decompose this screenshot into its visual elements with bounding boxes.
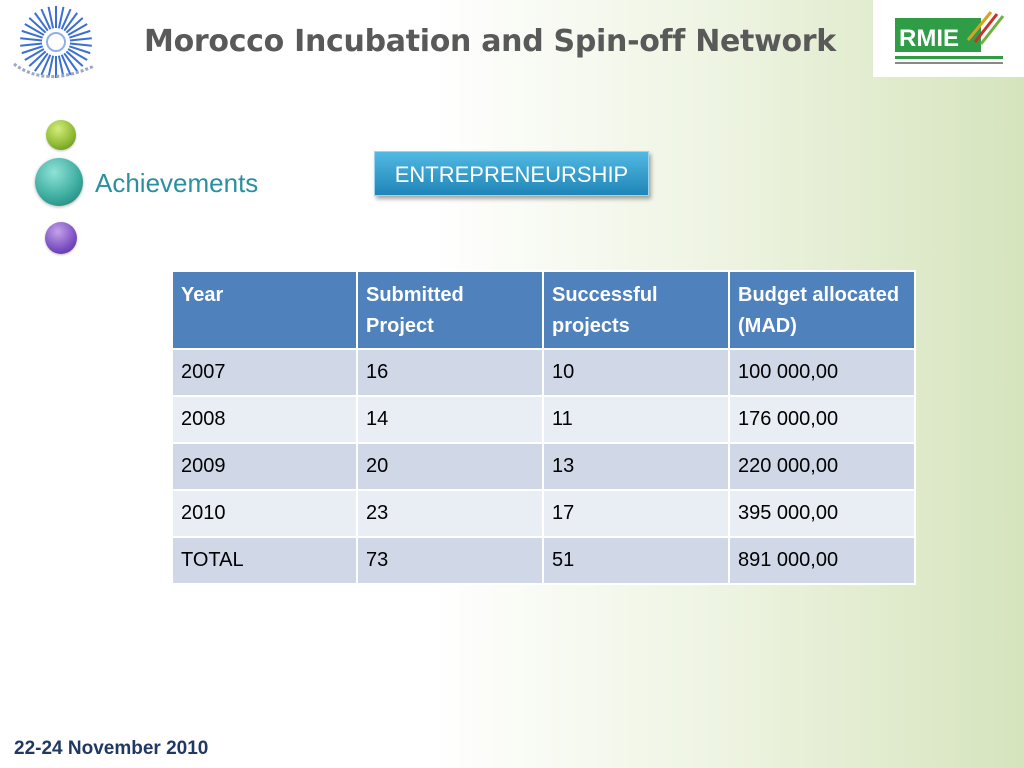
table-cell: 2007 — [171, 348, 358, 397]
table-cell: 220 000,00 — [728, 442, 916, 491]
table-cell: 11 — [542, 395, 730, 444]
green-bullet-icon — [46, 120, 76, 150]
table-cell: 73 — [356, 536, 544, 585]
table-cell: TOTAL — [171, 536, 358, 585]
purple-bullet-icon — [45, 222, 77, 254]
table-row: 2009 20 13 220 000,00 — [171, 442, 916, 491]
table-cell: 2010 — [171, 489, 358, 538]
footer-date: 22-24 November 2010 — [14, 738, 209, 759]
svg-text:RMIE: RMIE — [899, 25, 959, 52]
table-cell: 2008 — [171, 395, 358, 444]
table-row: 2010 23 17 395 000,00 — [171, 489, 916, 538]
rmie-logo: RMIE — [873, 0, 1024, 77]
column-header: Successful projects — [542, 270, 730, 350]
column-header: Submitted Project — [356, 270, 544, 350]
table-cell: 17 — [542, 489, 730, 538]
table-row: 2008 14 11 176 000,00 — [171, 395, 916, 444]
table-header-row: Year Submitted Project Successful projec… — [171, 270, 916, 350]
table-cell: 2009 — [171, 442, 358, 491]
section-label: Achievements — [95, 168, 259, 198]
cnrst-logo — [6, 4, 102, 90]
table-cell: 51 — [542, 536, 730, 585]
table-cell: 14 — [356, 395, 544, 444]
table-cell: 13 — [542, 442, 730, 491]
teal-bullet-icon — [35, 158, 83, 206]
table-cell: 16 — [356, 348, 544, 397]
table-cell: 23 — [356, 489, 544, 538]
table-cell: 176 000,00 — [728, 395, 916, 444]
column-header: Budget allocated (MAD) — [728, 270, 916, 350]
table-cell: 100 000,00 — [728, 348, 916, 397]
table-row-total: TOTAL 73 51 891 000,00 — [171, 536, 916, 585]
page-title: Morocco Incubation and Spin-off Network — [144, 24, 836, 59]
table-cell: 20 — [356, 442, 544, 491]
column-header: Year — [171, 270, 358, 350]
table-cell: 10 — [542, 348, 730, 397]
entrepreneurship-badge: ENTREPRENEURSHIP — [374, 151, 649, 196]
achievements-table: Year Submitted Project Successful projec… — [171, 270, 916, 585]
table-row: 2007 16 10 100 000,00 — [171, 348, 916, 397]
table-cell: 891 000,00 — [728, 536, 916, 585]
table-cell: 395 000,00 — [728, 489, 916, 538]
